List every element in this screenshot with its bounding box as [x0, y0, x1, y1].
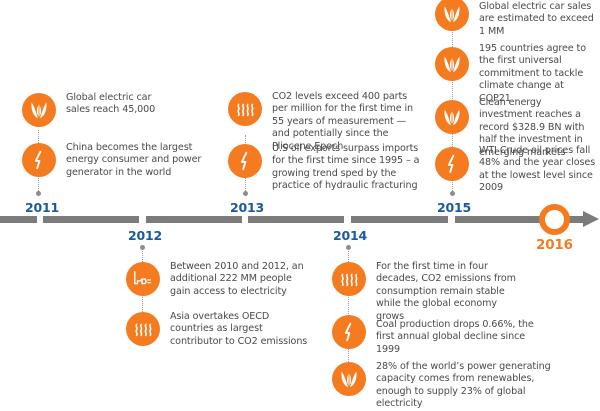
- lightning-icon: [435, 147, 469, 181]
- event-text: Global electric car sales are estimated …: [479, 1, 594, 37]
- year-label-2013: 2013: [230, 200, 264, 215]
- event-text: Between 2010 and 2012, an additional 222…: [170, 261, 304, 297]
- connector-dot: [346, 245, 351, 250]
- leaf-icon: [435, 47, 469, 81]
- event-text: Asia overtakes OECD countries as largest…: [170, 311, 308, 347]
- leaf-icon: [22, 93, 56, 127]
- heat-waves-icon: [126, 312, 160, 346]
- event-2014-1: For the first time in four decades, CO2 …: [332, 261, 552, 323]
- event-2014-3: 28% of the world’s power generating capa…: [332, 361, 572, 411]
- lightning-icon: [228, 144, 262, 178]
- timeline-segment: [43, 216, 139, 223]
- event-text: 28% of the world’s power generating capa…: [376, 361, 551, 410]
- event-2013-1: CO2 levels exceed 400 parts per million …: [228, 91, 428, 153]
- event-text: For the first time in four decades, CO2 …: [376, 261, 516, 322]
- event-text: CO2 levels exceed 400 parts per million …: [272, 91, 413, 152]
- heat-waves-icon: [332, 262, 366, 296]
- plug-icon: [126, 262, 160, 296]
- event-2015-3: Clean energy investment reaches a record…: [435, 97, 600, 159]
- timeline-arrow-icon: [583, 211, 599, 227]
- lightning-icon: [22, 143, 56, 177]
- connector-dot: [36, 191, 41, 196]
- year-label-2016: 2016: [536, 237, 573, 253]
- event-2011-2: China becomes the largest energy consume…: [22, 142, 222, 179]
- event-text: China becomes the largest energy consume…: [66, 142, 202, 178]
- event-text: WTI Crude oil prices fall 48% and the ye…: [479, 145, 596, 194]
- current-year-marker-icon: [539, 204, 570, 235]
- heat-waves-icon: [228, 92, 262, 126]
- event-text: Global electric car sales reach 45,000: [66, 92, 156, 116]
- year-label-2014: 2014: [333, 228, 367, 243]
- event-2012-1: Between 2010 and 2012, an additional 222…: [126, 261, 326, 298]
- leaf-icon: [435, 0, 469, 31]
- timeline-segment: [146, 216, 242, 223]
- event-2011-1: Global electric car sales reach 45,000: [22, 92, 222, 127]
- lightning-icon: [332, 315, 366, 349]
- year-label-2011: 2011: [25, 200, 59, 215]
- event-2014-2: Coal production drops 0.66%, the first a…: [332, 315, 552, 356]
- event-2013-2: U.S oil exports surpass imports for the …: [228, 143, 428, 193]
- connector-dot: [450, 191, 455, 196]
- event-2015-2: 195 countries agree to the first univers…: [435, 43, 600, 105]
- year-label-2015: 2015: [437, 200, 471, 215]
- event-text: Clean energy investment reaches a record…: [479, 97, 585, 158]
- event-text: U.S oil exports surpass imports for the …: [272, 143, 420, 192]
- timeline-segment: [351, 216, 448, 223]
- event-text: Coal production drops 0.66%, the first a…: [376, 319, 534, 355]
- event-2012-2: Asia overtakes OECD countries as largest…: [126, 311, 326, 348]
- event-text: 195 countries agree to the first univers…: [479, 43, 586, 104]
- connector-line: [348, 248, 349, 368]
- leaf-icon: [435, 100, 469, 134]
- year-label-2012: 2012: [128, 228, 162, 243]
- leaf-icon: [332, 362, 366, 396]
- connector-dot: [140, 245, 145, 250]
- event-2015-1: Global electric car sales are estimated …: [435, 0, 600, 38]
- event-2015-4: WTI Crude oil prices fall 48% and the ye…: [435, 145, 600, 195]
- timeline-segment: [455, 216, 585, 223]
- timeline-segment: [0, 216, 37, 223]
- timeline-segment: [248, 216, 344, 223]
- connector-dot: [243, 191, 248, 196]
